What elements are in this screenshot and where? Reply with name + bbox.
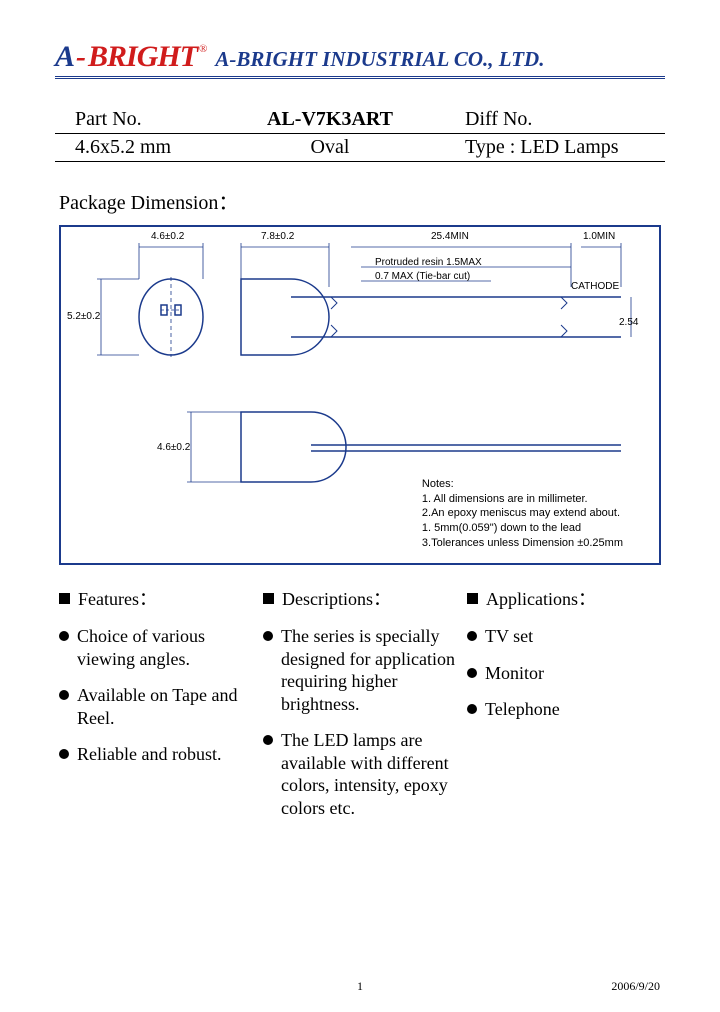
application-text: Telephone <box>485 698 560 721</box>
applications-title: Applications： <box>486 585 596 611</box>
dim-height: 5.2±0.2 <box>67 311 100 322</box>
circle-bullet-icon <box>263 735 273 745</box>
shape-value: Oval <box>225 136 435 159</box>
features-col: Features： Choice of various viewing angl… <box>59 585 253 833</box>
features-title: Features： <box>78 585 157 611</box>
notes-title: Notes: <box>422 477 623 492</box>
type-value: Type : LED Lamps <box>435 136 665 159</box>
logo-a: A <box>55 40 74 74</box>
section-title: Package Dimension： <box>55 186 665 215</box>
circle-bullet-icon <box>59 631 69 641</box>
circle-bullet-icon <box>263 631 273 641</box>
features-heading: Features： <box>59 585 253 611</box>
application-text: Monitor <box>485 662 544 685</box>
application-item: Monitor <box>467 662 661 685</box>
note-tiebar: 0.7 MAX (Tie-bar cut) <box>375 271 470 282</box>
dim-width: 4.6±0.2 <box>151 231 184 242</box>
application-item: TV set <box>467 625 661 648</box>
square-bullet-icon <box>467 593 478 604</box>
feature-text: Reliable and robust. <box>77 743 221 766</box>
circle-bullet-icon <box>59 690 69 700</box>
diff-no-label: Diff No. <box>435 108 665 131</box>
part-no-value: AL-V7K3ART <box>225 108 435 131</box>
header: A - BRIGHT ® A-BRIGHT INDUSTRIAL CO., LT… <box>55 40 665 80</box>
feature-text: Choice of various viewing angles. <box>77 625 253 670</box>
square-bullet-icon <box>263 593 274 604</box>
dim-end: 1.0MIN <box>583 231 615 242</box>
header-divider <box>55 76 665 80</box>
logo-bright: BRIGHT <box>88 40 197 74</box>
circle-bullet-icon <box>467 631 477 641</box>
note-3: 3.Tolerances unless Dimension ±0.25mm <box>422 536 623 551</box>
applications-col: Applications： TV set Monitor Telephone <box>467 585 661 833</box>
note-cathode: CATHODE <box>571 281 619 292</box>
circle-bullet-icon <box>467 668 477 678</box>
info-columns: Features： Choice of various viewing angl… <box>55 585 665 833</box>
note-2b: 1. 5mm(0.059") down to the lead <box>422 521 623 536</box>
package-diagram: 4.6±0.2 7.8±0.2 25.4MIN 1.0MIN 5.2±0.2 2… <box>59 225 661 565</box>
application-item: Telephone <box>467 698 661 721</box>
descriptions-col: Descriptions： The series is specially de… <box>263 585 457 833</box>
circle-bullet-icon <box>467 704 477 714</box>
footer-date: 2006/9/20 <box>611 979 660 994</box>
square-bullet-icon <box>59 593 70 604</box>
dim-pitch: 2.54 <box>619 317 638 328</box>
feature-item: Choice of various viewing angles. <box>59 625 253 670</box>
feature-text: Available on Tape and Reel. <box>77 684 253 729</box>
dim-length: 7.8±0.2 <box>261 231 294 242</box>
application-text: TV set <box>485 625 533 648</box>
company-name: A-BRIGHT INDUSTRIAL CO., LTD. <box>215 47 544 72</box>
note-protruded: Protruded resin 1.5MAX <box>375 257 482 268</box>
logo-row: A - BRIGHT ® A-BRIGHT INDUSTRIAL CO., LT… <box>55 40 665 74</box>
description-text: The series is specially designed for app… <box>281 625 457 715</box>
logo-dash: - <box>76 40 86 74</box>
note-1: 1. All dimensions are in millimeter. <box>422 492 623 507</box>
dim-side: 4.6±0.2 <box>157 442 190 453</box>
logo-reg-icon: ® <box>199 43 207 55</box>
descriptions-heading: Descriptions： <box>263 585 457 611</box>
part-row-1: Part No. AL-V7K3ART Diff No. <box>55 106 665 134</box>
part-row-2: 4.6x5.2 mm Oval Type : LED Lamps <box>55 134 665 162</box>
description-item: The LED lamps are available with differe… <box>263 729 457 819</box>
feature-item: Available on Tape and Reel. <box>59 684 253 729</box>
descriptions-title: Descriptions： <box>282 585 391 611</box>
part-no-label: Part No. <box>55 108 225 131</box>
notes-block: Notes: 1. All dimensions are in millimet… <box>422 477 623 551</box>
applications-heading: Applications： <box>467 585 661 611</box>
dim-lead: 25.4MIN <box>431 231 469 242</box>
note-2: 2.An epoxy meniscus may extend about. <box>422 506 623 521</box>
description-text: The LED lamps are available with differe… <box>281 729 457 819</box>
circle-bullet-icon <box>59 749 69 759</box>
part-table: Part No. AL-V7K3ART Diff No. 4.6x5.2 mm … <box>55 106 665 162</box>
description-item: The series is specially designed for app… <box>263 625 457 715</box>
feature-item: Reliable and robust. <box>59 743 253 766</box>
size-value: 4.6x5.2 mm <box>55 136 225 159</box>
